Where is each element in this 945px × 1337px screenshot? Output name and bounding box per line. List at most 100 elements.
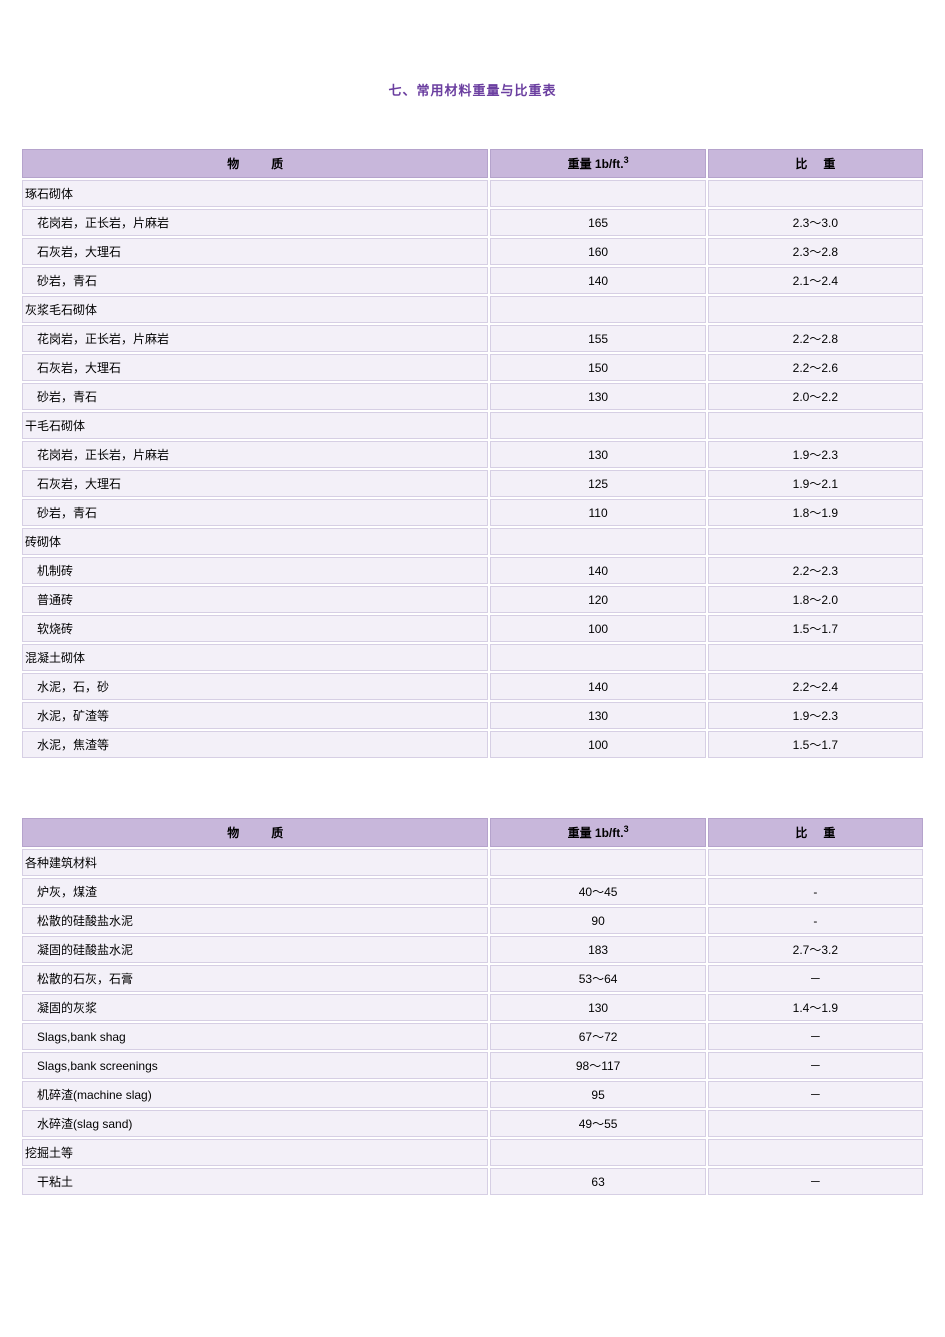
- cell-weight: [490, 528, 705, 555]
- cell-material: 水泥，焦渣等: [22, 731, 488, 758]
- cell-weight: 67～72: [490, 1023, 705, 1050]
- cell-material: 砂岩，青石: [22, 383, 488, 410]
- table-row: 机制砖1402.2～2.3: [22, 557, 923, 584]
- cell-sg: 1.4～1.9: [708, 994, 923, 1021]
- cell-sg: 2.2～2.6: [708, 354, 923, 381]
- cell-weight: 130: [490, 383, 705, 410]
- cell-sg: 1.8～1.9: [708, 499, 923, 526]
- cell-material: 松散的硅酸盐水泥: [22, 907, 488, 934]
- cell-sg: －: [708, 1081, 923, 1108]
- material-table-0: 物质重量 1b/ft.3比重琢石砌体花岗岩，正长岩，片麻岩1652.3～3.0石…: [20, 147, 925, 760]
- cell-weight: 130: [490, 994, 705, 1021]
- col-header-material: 物质: [22, 818, 488, 847]
- cell-sg: [708, 1110, 923, 1137]
- cell-material: 砂岩，青石: [22, 499, 488, 526]
- cell-weight: [490, 849, 705, 876]
- cell-material: 干毛石砌体: [22, 412, 488, 439]
- header-sg-text: 比重: [795, 157, 835, 171]
- table-row: 花岗岩，正长岩，片麻岩1652.3～3.0: [22, 209, 923, 236]
- cell-material: 混凝土砌体: [22, 644, 488, 671]
- table-row: 干毛石砌体: [22, 412, 923, 439]
- table-row: 机碎渣(machine slag)95－: [22, 1081, 923, 1108]
- table-row: 花岗岩，正长岩，片麻岩1552.2～2.8: [22, 325, 923, 352]
- cell-material: 机制砖: [22, 557, 488, 584]
- table-row: 花岗岩，正长岩，片麻岩1301.9～2.3: [22, 441, 923, 468]
- cell-sg: 1.5～1.7: [708, 615, 923, 642]
- cell-weight: 140: [490, 267, 705, 294]
- table-row: 挖掘土等: [22, 1139, 923, 1166]
- cell-sg: -: [708, 878, 923, 905]
- cell-weight: 140: [490, 557, 705, 584]
- header-material-text: 物质: [227, 826, 283, 840]
- cell-sg: 2.3～3.0: [708, 209, 923, 236]
- cell-weight: 100: [490, 731, 705, 758]
- table-row: 软烧砖1001.5～1.7: [22, 615, 923, 642]
- table-row: 石灰岩，大理石1602.3～2.8: [22, 238, 923, 265]
- cell-weight: 40～45: [490, 878, 705, 905]
- table-row: Slags,bank shag67～72－: [22, 1023, 923, 1050]
- cell-weight: 155: [490, 325, 705, 352]
- cell-material: 凝固的灰浆: [22, 994, 488, 1021]
- table-row: 松散的石灰，石膏53～64－: [22, 965, 923, 992]
- cell-material: 松散的石灰，石膏: [22, 965, 488, 992]
- col-header-sg: 比重: [708, 149, 923, 178]
- cell-sg: 2.7～3.2: [708, 936, 923, 963]
- cell-weight: 160: [490, 238, 705, 265]
- table-row: 松散的硅酸盐水泥90-: [22, 907, 923, 934]
- cell-material: 水碎渣(slag sand): [22, 1110, 488, 1137]
- cell-material: 干粘土: [22, 1168, 488, 1195]
- cell-weight: [490, 644, 705, 671]
- cell-material: 石灰岩，大理石: [22, 354, 488, 381]
- table-row: 砂岩，青石1302.0～2.2: [22, 383, 923, 410]
- cell-weight: [490, 180, 705, 207]
- cell-weight: 140: [490, 673, 705, 700]
- cell-material: 花岗岩，正长岩，片麻岩: [22, 441, 488, 468]
- header-sg-text: 比重: [795, 826, 835, 840]
- cell-weight: 110: [490, 499, 705, 526]
- cell-sg: 2.2～2.8: [708, 325, 923, 352]
- cell-weight: 130: [490, 702, 705, 729]
- table-row: 水碎渣(slag sand)49～55: [22, 1110, 923, 1137]
- cell-weight: 95: [490, 1081, 705, 1108]
- cell-weight: 100: [490, 615, 705, 642]
- cell-sg: 1.9～2.1: [708, 470, 923, 497]
- cell-weight: 165: [490, 209, 705, 236]
- table-header-row: 物质 重量 1b/ft.3 比重: [22, 149, 923, 178]
- cell-sg: [708, 528, 923, 555]
- table-row: 灰浆毛石砌体: [22, 296, 923, 323]
- table-row: Slags,bank screenings98～117－: [22, 1052, 923, 1079]
- cell-sg: [708, 1139, 923, 1166]
- cell-sg: [708, 849, 923, 876]
- cell-sg: 2.2～2.4: [708, 673, 923, 700]
- cell-sg: 1.9～2.3: [708, 441, 923, 468]
- cell-material: 炉灰，煤渣: [22, 878, 488, 905]
- cell-weight: 120: [490, 586, 705, 613]
- cell-material: 各种建筑材料: [22, 849, 488, 876]
- table-row: 砂岩，青石1101.8～1.9: [22, 499, 923, 526]
- cell-weight: 183: [490, 936, 705, 963]
- page-title: 七、常用材料重量与比重表: [20, 80, 925, 99]
- cell-weight: [490, 1139, 705, 1166]
- cell-sg: 1.8～2.0: [708, 586, 923, 613]
- cell-material: Slags,bank screenings: [22, 1052, 488, 1079]
- cell-sg: －: [708, 965, 923, 992]
- col-header-material: 物质: [22, 149, 488, 178]
- col-header-weight: 重量 1b/ft.3: [490, 149, 705, 178]
- table-header-row: 物质重量 1b/ft.3比重: [22, 818, 923, 847]
- cell-sg: 2.3～2.8: [708, 238, 923, 265]
- col-header-sg: 比重: [708, 818, 923, 847]
- cell-material: 软烧砖: [22, 615, 488, 642]
- cell-sg: 1.9～2.3: [708, 702, 923, 729]
- header-material-text: 物质: [227, 157, 283, 171]
- cell-sg: －: [708, 1052, 923, 1079]
- cell-sg: 1.5～1.7: [708, 731, 923, 758]
- cell-sg: －: [708, 1023, 923, 1050]
- table-row: 普通砖1201.8～2.0: [22, 586, 923, 613]
- table-row: 凝固的灰浆1301.4～1.9: [22, 994, 923, 1021]
- cell-material: 凝固的硅酸盐水泥: [22, 936, 488, 963]
- cell-sg: －: [708, 1168, 923, 1195]
- cell-weight: 63: [490, 1168, 705, 1195]
- table-row: 水泥，石，砂1402.2～2.4: [22, 673, 923, 700]
- cell-material: 花岗岩，正长岩，片麻岩: [22, 325, 488, 352]
- cell-material: 砖砌体: [22, 528, 488, 555]
